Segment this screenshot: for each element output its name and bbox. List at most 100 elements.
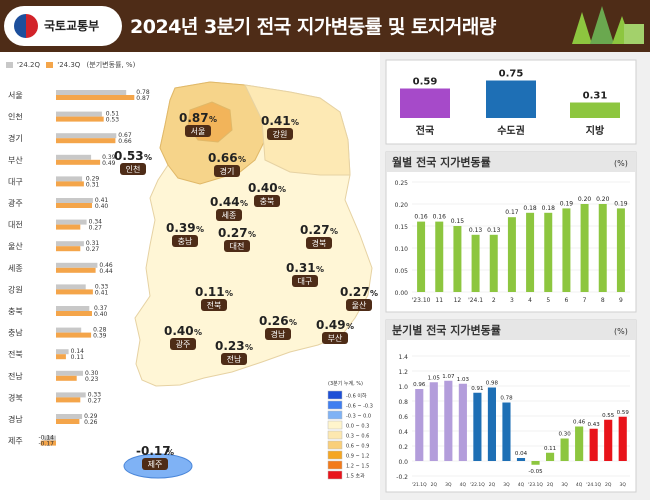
quarterly-xtick: 2Q — [605, 482, 612, 488]
bar-q2 — [56, 327, 82, 333]
monthly-xtick: 11 — [435, 297, 443, 304]
map-value-unit: % — [196, 225, 204, 234]
quarterly-bar-label: 0.55 — [602, 413, 615, 419]
legend-q2: '24.2Q — [17, 61, 41, 69]
summary-value: 0.59 — [413, 77, 438, 88]
bar-q3 — [56, 203, 92, 208]
bar-q2-label: 0.29 — [84, 413, 98, 420]
quarterly-ytick: 1.0 — [398, 384, 408, 391]
quarterly-ytick: 1.2 — [398, 369, 408, 376]
bar-q3 — [56, 354, 66, 360]
bar-q2-label: 0.29 — [86, 175, 100, 182]
monthly-bar — [417, 221, 426, 292]
quarterly-bar-label: -0.05 — [528, 469, 543, 475]
monthly-bar — [489, 234, 498, 292]
legend-unit: (분기변동률, %) — [86, 61, 136, 69]
monthly-bar — [580, 204, 589, 292]
monthly-xtick: 6 — [565, 297, 569, 304]
quarterly-bar-label: 1.05 — [428, 375, 441, 381]
quarterly-bar-label: 0.98 — [486, 381, 499, 387]
map-legend-swatch — [327, 420, 343, 430]
bar-q3 — [56, 95, 135, 100]
monthly-chart: 0.25 0.20 0.15 0.10 0.05 0.00 0.16 '23.10 0.16 11… — [395, 180, 630, 304]
quarterly-ytick: 0.2 — [398, 444, 408, 451]
region-name: 강원 — [8, 284, 23, 294]
quarterly-title: 분기별 전국 지가변동률 — [392, 323, 501, 337]
bar-q3-label: 0.87 — [136, 95, 150, 102]
monthly-title-bar — [386, 152, 636, 172]
bar-q3-label: 0.49 — [102, 160, 116, 167]
monthly-ytick: 0.20 — [395, 202, 409, 209]
quarterly-bar — [531, 461, 540, 465]
quarterly-bar-label: 0.91 — [471, 386, 483, 392]
monthly-xtick: 4 — [528, 297, 532, 304]
summary-label: 수도권 — [497, 125, 525, 137]
bar-legend: '24.2Q '24.3Q (분기변동률, %) — [6, 60, 139, 70]
summary-value: 0.75 — [499, 69, 524, 80]
map-region-tag — [346, 299, 372, 311]
map-labels: 0.87 %서울0.41 %강원0.53 %인천0.66 %경기0.40 %충북0.44%… — [114, 111, 378, 470]
quarterly-xtick: '21.1Q — [412, 482, 427, 488]
monthly-xtick: 3 — [510, 297, 514, 304]
bar-q2-label: 0.46 — [99, 262, 113, 269]
bar-q2 — [56, 176, 83, 182]
quarterly-bar-label: 0.30 — [558, 432, 571, 438]
map-legend-label: 0.3 ~ 0.6 — [346, 434, 369, 440]
quarterly-bar — [589, 428, 598, 461]
quarterly-bar — [487, 387, 497, 461]
monthly-xtick: 7 — [583, 297, 587, 304]
quarterly-ytick: 0.6 — [398, 414, 408, 421]
monthly-bar-label: 0.15 — [451, 218, 465, 225]
monthly-bar — [544, 212, 553, 292]
map-value-unit: % — [291, 118, 299, 127]
bar-q2 — [56, 392, 86, 398]
map-legend: (3분기 누계, %) -0.6 이하 -0.6 ~ -0.3 -0.3 ~ 0.0 0… — [327, 380, 373, 480]
quarterly-xtick: 2Q — [431, 482, 438, 488]
summary-label: 지방 — [586, 124, 605, 137]
map-legend-label: 1.5 초과 — [346, 473, 365, 480]
map-legend-swatch — [327, 470, 343, 480]
map-value-unit: % — [346, 322, 354, 331]
map-region-name: 부산 — [328, 333, 343, 343]
map-region-tag — [214, 165, 240, 177]
monthly-xtick: 9 — [619, 297, 623, 304]
map-value: 0.39 — [166, 221, 196, 235]
map-value: 0.49 — [316, 318, 346, 332]
bar-q3-label: 0.41 — [95, 289, 109, 296]
map-legend-label: -0.6 이하 — [346, 393, 367, 400]
bar-q3 — [56, 246, 81, 252]
bar-q3-label: 0.31 — [86, 181, 100, 188]
bar-q3 — [56, 332, 92, 338]
map-legend-label: -0.3 ~ 0.0 — [346, 414, 371, 420]
monthly-bar — [598, 204, 607, 292]
bar-q2 — [56, 241, 84, 247]
map-value-unit: % — [240, 199, 248, 208]
bar-q2 — [56, 414, 83, 419]
region-name: 대구 — [8, 177, 23, 186]
bar-q3 — [56, 224, 81, 230]
bar-q2-label: 0.51 — [106, 111, 120, 118]
map-value: -0.17 — [136, 444, 171, 458]
korea-map — [123, 81, 373, 479]
summary-bar — [570, 102, 620, 118]
legend-swatch-q3 — [46, 62, 54, 68]
quarterly-xtick: 3Q — [620, 482, 627, 488]
map-legend-label: 0.6 ~ 0.9 — [346, 444, 369, 450]
quarterly-bar — [458, 383, 467, 461]
monthly-bar — [562, 208, 571, 292]
map-value-unit: % — [278, 185, 286, 194]
map-legend-label: 0.9 ~ 1.2 — [346, 454, 369, 460]
map-value-unit: % — [316, 265, 324, 274]
bar-q2 — [56, 198, 93, 203]
map-region-tag — [170, 338, 196, 350]
trees-icon — [572, 6, 644, 44]
quarterly-xtick: '22.1Q — [470, 482, 485, 488]
monthly-bar — [507, 217, 516, 292]
map-value: 0.27 — [300, 223, 330, 237]
monthly-ytick: 0.25 — [395, 180, 409, 187]
bar-q2-label: 0.31 — [86, 240, 100, 247]
monthly-bar-label: 0.13 — [487, 227, 501, 234]
quarterly-xtick: 4Q — [518, 482, 525, 488]
quarterly-chart: 1.4 1.2 1.0 0.8 0.6 0.4 0.2 0.0 -0.2 0.96 '21.1Q 1.… — [396, 354, 630, 488]
